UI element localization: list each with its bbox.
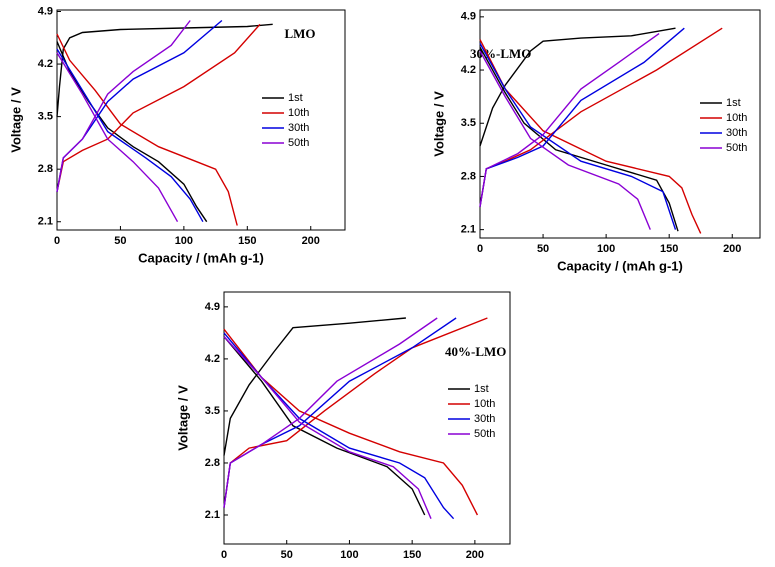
x-axis-label: Capacity / (mAh g-1) [557, 258, 683, 273]
y-tick-label: 4.9 [461, 11, 476, 23]
x-tick-label: 100 [340, 549, 358, 561]
curve [56, 23, 261, 226]
x-tick-label: 50 [537, 243, 549, 255]
legend-label: 10th [288, 107, 309, 119]
curve [223, 317, 426, 516]
legend-label: 1st [474, 383, 489, 395]
y-tick-label: 2.1 [205, 509, 220, 521]
plot-frame [479, 9, 761, 239]
y-tick-label: 4.2 [38, 58, 53, 70]
plot-frame [223, 291, 511, 545]
x-tick-label: 100 [597, 243, 615, 255]
x-tick-label: 150 [403, 549, 421, 561]
legend-label: 50th [288, 137, 309, 149]
x-axis-label: Capacity / (mAh g-1) [138, 250, 264, 265]
x-tick-label: 150 [660, 243, 678, 255]
legend-label: 10th [726, 112, 747, 124]
chart-title: LMO [284, 26, 315, 41]
y-tick-label: 4.2 [205, 353, 220, 365]
x-tick-label: 0 [221, 549, 227, 561]
legend-label: 30th [474, 413, 495, 425]
plot-frame [56, 9, 346, 231]
legend-label: 50th [474, 428, 495, 440]
legend-label: 30th [288, 122, 309, 134]
y-axis-label: Voltage / V [8, 87, 23, 153]
y-tick-label: 2.8 [205, 457, 220, 469]
x-tick-label: 200 [302, 235, 320, 247]
y-tick-label: 2.8 [38, 163, 53, 175]
x-tick-label: 100 [175, 235, 193, 247]
y-tick-label: 4.9 [205, 301, 220, 313]
curve [56, 23, 273, 223]
y-tick-label: 4.2 [461, 64, 476, 76]
legend-label: 10th [474, 398, 495, 410]
y-tick-label: 2.8 [461, 170, 476, 182]
curve [479, 33, 660, 230]
y-tick-label: 4.9 [38, 5, 53, 17]
legend-label: 1st [726, 97, 741, 109]
x-tick-label: 0 [54, 235, 60, 247]
chart-title: 40%-LMO [445, 344, 506, 359]
y-tick-label: 3.5 [38, 111, 53, 123]
y-tick-label: 2.1 [461, 224, 476, 236]
x-tick-label: 50 [281, 549, 293, 561]
curve [223, 317, 457, 520]
curve [479, 27, 679, 232]
legend-label: 30th [726, 127, 747, 139]
x-axis-label: Capacity / mAh g-1 [308, 564, 425, 567]
x-tick-label: 50 [114, 235, 126, 247]
x-tick-label: 200 [466, 549, 484, 561]
y-tick-label: 3.5 [461, 117, 476, 129]
legend-label: 50th [726, 142, 747, 154]
curve [56, 19, 223, 223]
x-tick-label: 200 [723, 243, 741, 255]
chart-title: 30%-LMO [470, 46, 531, 61]
y-axis-label: Voltage / V [175, 385, 190, 451]
curve [223, 317, 438, 519]
y-tick-label: 3.5 [205, 405, 220, 417]
x-tick-label: 150 [238, 235, 256, 247]
y-tick-label: 2.1 [38, 216, 53, 228]
x-tick-label: 0 [477, 243, 483, 255]
y-axis-label: Voltage / V [431, 91, 446, 157]
legend-label: 1st [288, 92, 303, 104]
curve [56, 20, 191, 223]
